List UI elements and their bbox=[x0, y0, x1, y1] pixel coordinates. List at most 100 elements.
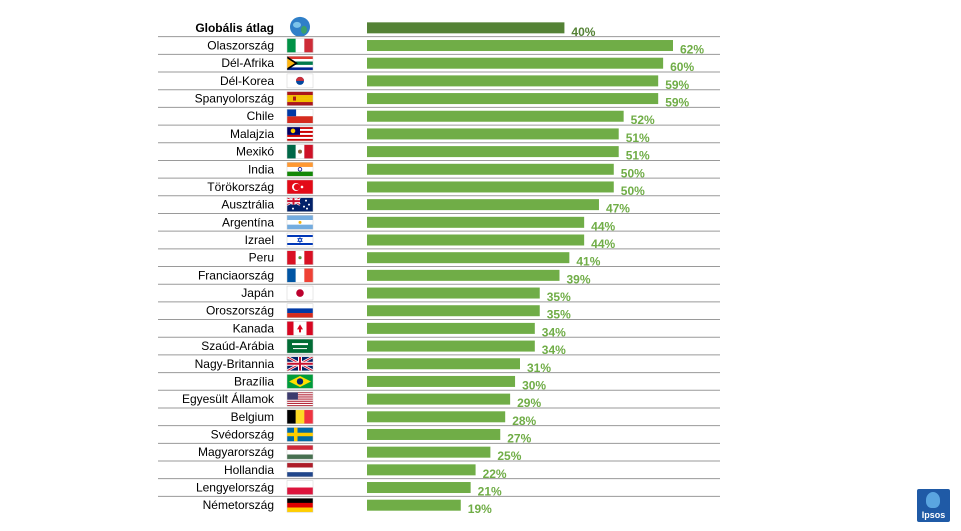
category-label: India bbox=[248, 162, 274, 176]
flag-poland-icon bbox=[286, 480, 314, 495]
category-label: Egyesült Államok bbox=[182, 391, 275, 406]
category-label: Dél-Korea bbox=[220, 74, 274, 88]
bar bbox=[367, 163, 614, 175]
value-label: 29% bbox=[517, 396, 541, 410]
category-label: Oroszország bbox=[206, 304, 274, 318]
category-label: Chile bbox=[247, 109, 275, 123]
bar bbox=[367, 322, 535, 334]
flag-spain-icon bbox=[286, 91, 314, 106]
value-label: 21% bbox=[478, 485, 502, 499]
flag-israel-icon bbox=[286, 232, 314, 248]
value-label: 39% bbox=[566, 272, 590, 286]
value-label: 51% bbox=[626, 149, 650, 163]
flag-hungary-icon bbox=[286, 444, 314, 460]
flag-germany-icon bbox=[286, 497, 314, 513]
bar bbox=[367, 375, 516, 387]
value-label: 28% bbox=[512, 414, 536, 428]
flag-russia-icon bbox=[286, 303, 314, 318]
category-label: Törökország bbox=[207, 180, 274, 194]
value-label: 30% bbox=[522, 378, 546, 392]
flag-italy-icon bbox=[286, 38, 314, 53]
value-label: 60% bbox=[670, 60, 694, 74]
flag-saudi-arabia-icon bbox=[286, 338, 314, 354]
value-label: 62% bbox=[680, 43, 704, 57]
bar bbox=[367, 358, 520, 370]
bar bbox=[367, 110, 624, 122]
ipsos-logo-icon: Ipsos bbox=[917, 489, 950, 522]
bar bbox=[367, 40, 673, 52]
category-label: Spanyolország bbox=[195, 92, 274, 106]
bar bbox=[367, 234, 585, 246]
category-label: Japán bbox=[241, 286, 274, 300]
category-label: Brazília bbox=[234, 374, 274, 388]
bar bbox=[367, 199, 599, 211]
category-label: Lengyelország bbox=[196, 481, 274, 495]
value-label: 22% bbox=[483, 467, 507, 481]
bar bbox=[367, 216, 585, 228]
category-label: Nagy-Britannia bbox=[195, 357, 275, 371]
flag-south-africa-icon bbox=[286, 55, 314, 71]
bar bbox=[367, 57, 664, 69]
value-label: 35% bbox=[547, 290, 571, 304]
bar bbox=[367, 446, 491, 458]
bar bbox=[367, 428, 501, 440]
bar bbox=[367, 482, 471, 494]
category-label: Argentína bbox=[222, 215, 274, 229]
flag-turkey-icon bbox=[286, 179, 314, 195]
bar bbox=[367, 93, 659, 105]
category-label: Mexikó bbox=[236, 145, 274, 159]
value-label: 50% bbox=[621, 166, 645, 180]
value-label: 40% bbox=[571, 25, 595, 39]
bar bbox=[367, 146, 619, 158]
value-label: 34% bbox=[542, 325, 566, 339]
flag-sweden-icon bbox=[286, 427, 314, 442]
flag-chile-icon bbox=[286, 108, 314, 124]
bar bbox=[367, 411, 506, 423]
category-label: Malajzia bbox=[230, 127, 274, 141]
value-label: 31% bbox=[527, 361, 551, 375]
flag-australia-icon bbox=[286, 196, 314, 212]
ipsos-logo-text: Ipsos bbox=[921, 510, 946, 520]
value-label: 25% bbox=[497, 449, 521, 463]
bar bbox=[367, 499, 461, 511]
flag-mexico-icon bbox=[286, 144, 314, 159]
bar bbox=[367, 252, 570, 264]
flag-netherlands-icon bbox=[286, 462, 314, 478]
flag-japan-icon bbox=[286, 285, 314, 301]
category-label: Dél-Afrika bbox=[221, 56, 274, 70]
value-label: 44% bbox=[591, 219, 615, 233]
category-label: Franciaország bbox=[198, 268, 274, 282]
category-label: Globális átlag bbox=[195, 21, 274, 35]
value-label: 51% bbox=[626, 131, 650, 145]
bar bbox=[367, 393, 511, 405]
category-label: Olaszország bbox=[207, 39, 274, 53]
category-label: Izrael bbox=[245, 233, 274, 247]
category-label: Peru bbox=[249, 251, 274, 265]
value-label: 27% bbox=[507, 431, 531, 445]
value-label: 52% bbox=[631, 113, 655, 127]
value-label: 34% bbox=[542, 343, 566, 357]
flag-argentina-icon bbox=[286, 215, 314, 230]
flag-india-icon bbox=[286, 162, 314, 177]
bar bbox=[367, 464, 476, 476]
category-label: Belgium bbox=[231, 410, 274, 424]
flag-brazil-icon bbox=[286, 374, 314, 389]
flag-france-icon bbox=[286, 268, 314, 283]
bar bbox=[367, 305, 540, 317]
value-label: 47% bbox=[606, 202, 630, 216]
value-label: 35% bbox=[547, 308, 571, 322]
bar bbox=[367, 287, 540, 299]
value-label: 41% bbox=[576, 255, 600, 269]
flag-belgium-icon bbox=[286, 409, 314, 425]
flag-usa-icon bbox=[286, 391, 314, 407]
value-label: 44% bbox=[591, 237, 615, 251]
value-label: 19% bbox=[468, 502, 492, 516]
flag-peru-icon bbox=[286, 250, 314, 265]
category-label: Magyarország bbox=[198, 445, 274, 459]
bar bbox=[367, 340, 535, 352]
bar bbox=[367, 22, 565, 34]
category-label: Kanada bbox=[233, 321, 275, 335]
category-label: Németország bbox=[203, 498, 274, 512]
bar bbox=[367, 269, 560, 281]
